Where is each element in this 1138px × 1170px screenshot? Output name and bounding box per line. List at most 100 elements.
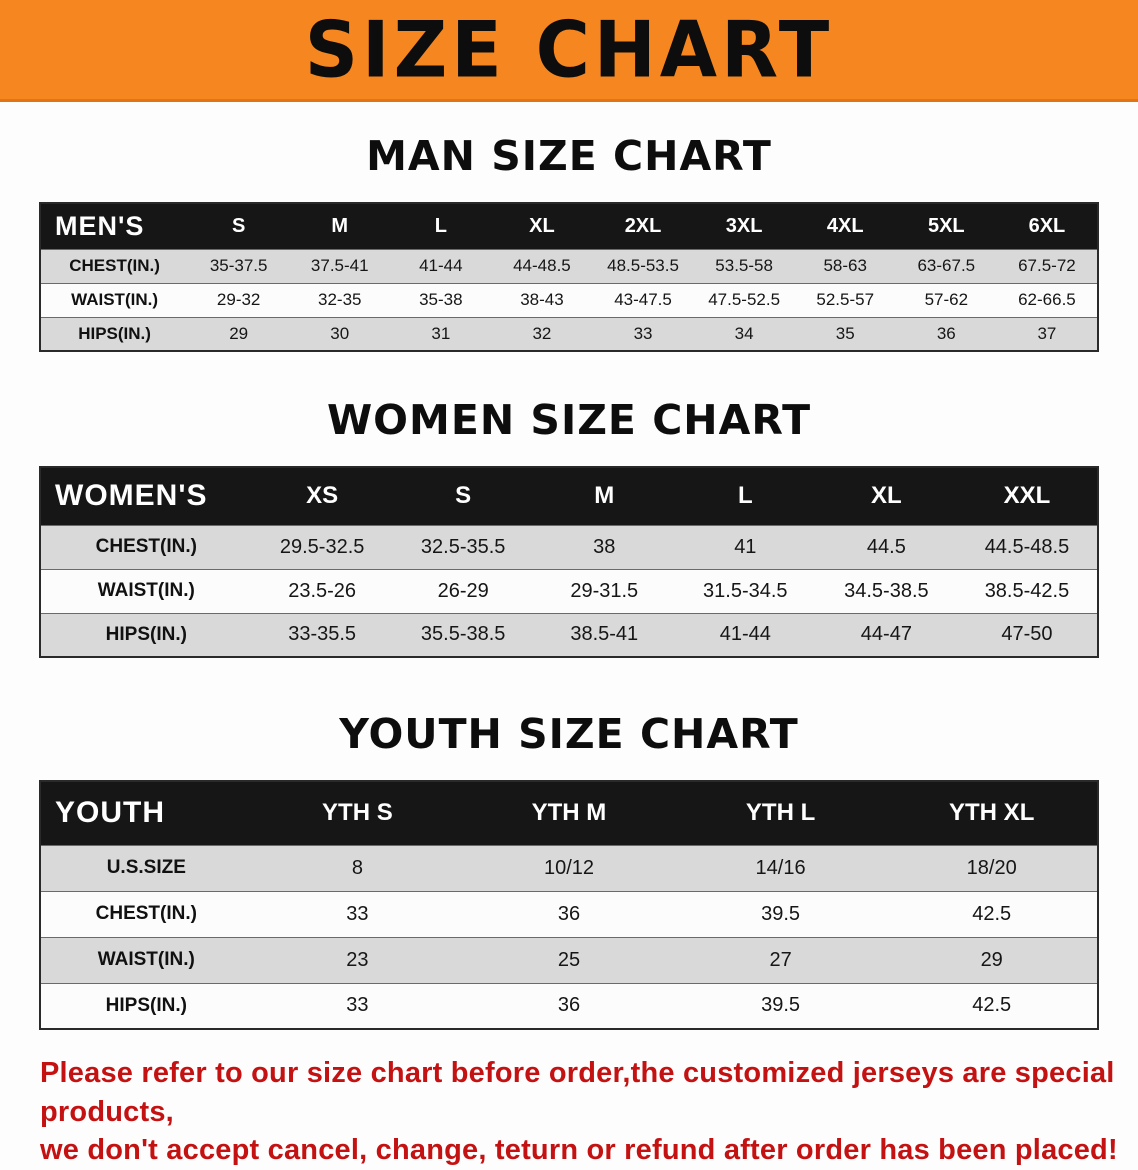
row-label: CHEST(IN.) — [69, 256, 160, 275]
size-column-header: S — [455, 482, 472, 510]
row-label: WAIST(IN.) — [97, 580, 195, 601]
size-value-cell: 44.5 — [866, 535, 906, 558]
table-row: CHEST(IN.) 33 36 39.5 42.5 — [40, 891, 1098, 937]
size-value-cell: 63-67.5 — [917, 256, 976, 275]
row-label: HIPS(IN.) — [78, 323, 151, 343]
size-value-cell: 62-66.5 — [1018, 290, 1076, 309]
size-value-cell: 33-35.5 — [288, 623, 357, 646]
man-size-chart-section: MAN SIZE CHART MEN'S S M L XL 2XL 3XL 4XL 5XL 6XL… — [0, 132, 1138, 352]
size-value-cell: 31 — [431, 323, 451, 343]
size-column-header: L — [434, 214, 447, 237]
row-label: CHEST(IN.) — [95, 903, 197, 924]
size-value-cell: 38.5-42.5 — [984, 579, 1070, 602]
size-value-cell: 29-31.5 — [570, 579, 639, 602]
size-column-header: M — [594, 482, 615, 510]
women-size-chart-heading: WOMEN SIZE CHART — [326, 396, 812, 444]
row-label: CHEST(IN.) — [95, 536, 197, 557]
size-value-cell: 32.5-35.5 — [420, 535, 506, 558]
size-value-cell: 36 — [936, 323, 956, 343]
table-row: U.S.SIZE 8 10/12 14/16 18/20 — [40, 845, 1098, 891]
size-value-cell: 29-32 — [216, 290, 261, 309]
size-value-cell: 58-63 — [823, 256, 867, 275]
order-policy-warning-line2: we don't accept cancel, change, teturn o… — [40, 1134, 1118, 1167]
size-value-cell: 36 — [557, 994, 581, 1017]
table-header-row: YOUTH YTH S YTH M YTH L YTH XL — [40, 781, 1098, 845]
size-value-cell: 37.5-41 — [310, 256, 369, 275]
size-value-cell: 33 — [346, 994, 369, 1017]
size-column-header: YTH S — [322, 799, 393, 827]
table-row: HIPS(IN.) 29 30 31 32 33 34 35 36 37 — [40, 317, 1098, 351]
size-value-cell: 38-43 — [520, 290, 564, 309]
table-corner-label: MEN'S — [55, 210, 145, 241]
size-value-cell: 32-35 — [318, 290, 362, 309]
size-column-header: XS — [306, 482, 339, 510]
size-value-cell: 37 — [1037, 323, 1057, 343]
row-label: HIPS(IN.) — [105, 623, 187, 645]
size-value-cell: 35 — [835, 323, 855, 343]
size-table: MEN'S S M L XL 2XL 3XL 4XL 5XL 6XL CHEST(IN.) 35-37… — [39, 202, 1099, 352]
order-policy-warning: Please refer to our size chart before or… — [40, 1054, 1138, 1170]
size-value-cell: 23.5-26 — [288, 579, 357, 602]
size-value-cell: 48.5-53.5 — [607, 256, 679, 275]
size-value-cell: 35-37.5 — [209, 256, 268, 275]
size-value-cell: 41-44 — [719, 623, 771, 646]
size-value-cell: 39.5 — [761, 902, 801, 925]
size-value-cell: 47.5-52.5 — [708, 290, 781, 309]
size-value-cell: 30 — [330, 323, 350, 343]
youth-size-table-container: YOUTH YTH S YTH M YTH L YTH XL U.S.SIZE 8 10/12… — [0, 780, 1138, 1030]
size-value-cell: 35-38 — [419, 290, 463, 309]
table-header-row: WOMEN'S XS S M L XL XXL — [40, 467, 1098, 525]
size-value-cell: 44-47 — [860, 623, 912, 646]
size-value-cell: 27 — [769, 948, 792, 971]
size-value-cell: 41-44 — [419, 256, 463, 275]
size-column-header: 4XL — [826, 214, 864, 237]
size-value-cell: 57-62 — [924, 290, 969, 309]
size-value-cell: 33 — [633, 323, 653, 343]
table-row: HIPS(IN.) 33 36 39.5 42.5 — [40, 983, 1098, 1029]
size-column-header: YTH L — [745, 799, 816, 827]
size-value-cell: 29 — [980, 948, 1003, 971]
size-value-cell: 38.5-41 — [570, 623, 639, 646]
size-value-cell: 26-29 — [437, 579, 489, 602]
table-row: CHEST(IN.) 35-37.5 37.5-41 41-44 44-48.5 48.5… — [40, 249, 1098, 283]
size-value-cell: 41 — [734, 535, 757, 558]
size-table: WOMEN'S XS S M L XL XXL CHEST(IN.) 29.5-32.5 32.5… — [39, 466, 1099, 658]
size-column-header: XL — [871, 482, 902, 510]
size-value-cell: 23 — [346, 948, 369, 971]
size-value-cell: 34.5-38.5 — [844, 579, 929, 602]
row-label: WAIST(IN.) — [97, 949, 195, 970]
size-column-header: M — [331, 214, 349, 237]
size-column-header: L — [737, 482, 753, 510]
size-value-cell: 29.5-32.5 — [279, 535, 365, 558]
size-value-cell: 67.5-72 — [1018, 256, 1076, 275]
size-value-cell: 42.5 — [972, 994, 1012, 1017]
row-label: WAIST(IN.) — [71, 290, 158, 309]
table-row: WAIST(IN.) 23.5-26 26-29 29-31.5 31.5-34.5 34… — [40, 569, 1098, 613]
size-column-header: XXL — [1003, 482, 1051, 510]
size-value-cell: 44-48.5 — [513, 256, 571, 275]
man-size-chart-heading: MAN SIZE CHART — [366, 132, 772, 180]
size-column-header: XL — [529, 214, 555, 237]
size-value-cell: 8 — [351, 856, 363, 879]
order-policy-warning-line1: Please refer to our size chart before or… — [40, 1057, 1115, 1128]
row-label: U.S.SIZE — [106, 857, 186, 878]
page-title: SIZE CHART — [304, 4, 834, 95]
size-value-cell: 42.5 — [972, 902, 1012, 925]
size-column-header: S — [231, 214, 246, 237]
youth-size-chart-heading: YOUTH SIZE CHART — [339, 710, 799, 758]
size-value-cell: 34 — [734, 323, 754, 343]
size-value-cell: 39.5 — [761, 994, 801, 1017]
size-value-cell: 10/12 — [543, 856, 595, 879]
size-value-cell: 32 — [532, 323, 552, 343]
size-value-cell: 31.5-34.5 — [703, 579, 788, 602]
women-size-chart-section: WOMEN SIZE CHART WOMEN'S XS S M L XL XXL CHEST(… — [0, 396, 1138, 658]
table-header-row: MEN'S S M L XL 2XL 3XL 4XL 5XL 6XL — [40, 203, 1098, 249]
size-value-cell: 52.5-57 — [816, 290, 875, 309]
size-column-header: YTH M — [531, 799, 607, 827]
table-row: HIPS(IN.) 33-35.5 35.5-38.5 38.5-41 41-44 44-… — [40, 613, 1098, 657]
table-row: CHEST(IN.) 29.5-32.5 32.5-35.5 38 41 44.5 44.5… — [40, 525, 1098, 569]
size-value-cell: 36 — [557, 902, 581, 925]
size-value-cell: 43-47.5 — [614, 290, 672, 309]
banner: SIZE CHART — [0, 0, 1138, 102]
size-column-header: 6XL — [1028, 214, 1066, 237]
